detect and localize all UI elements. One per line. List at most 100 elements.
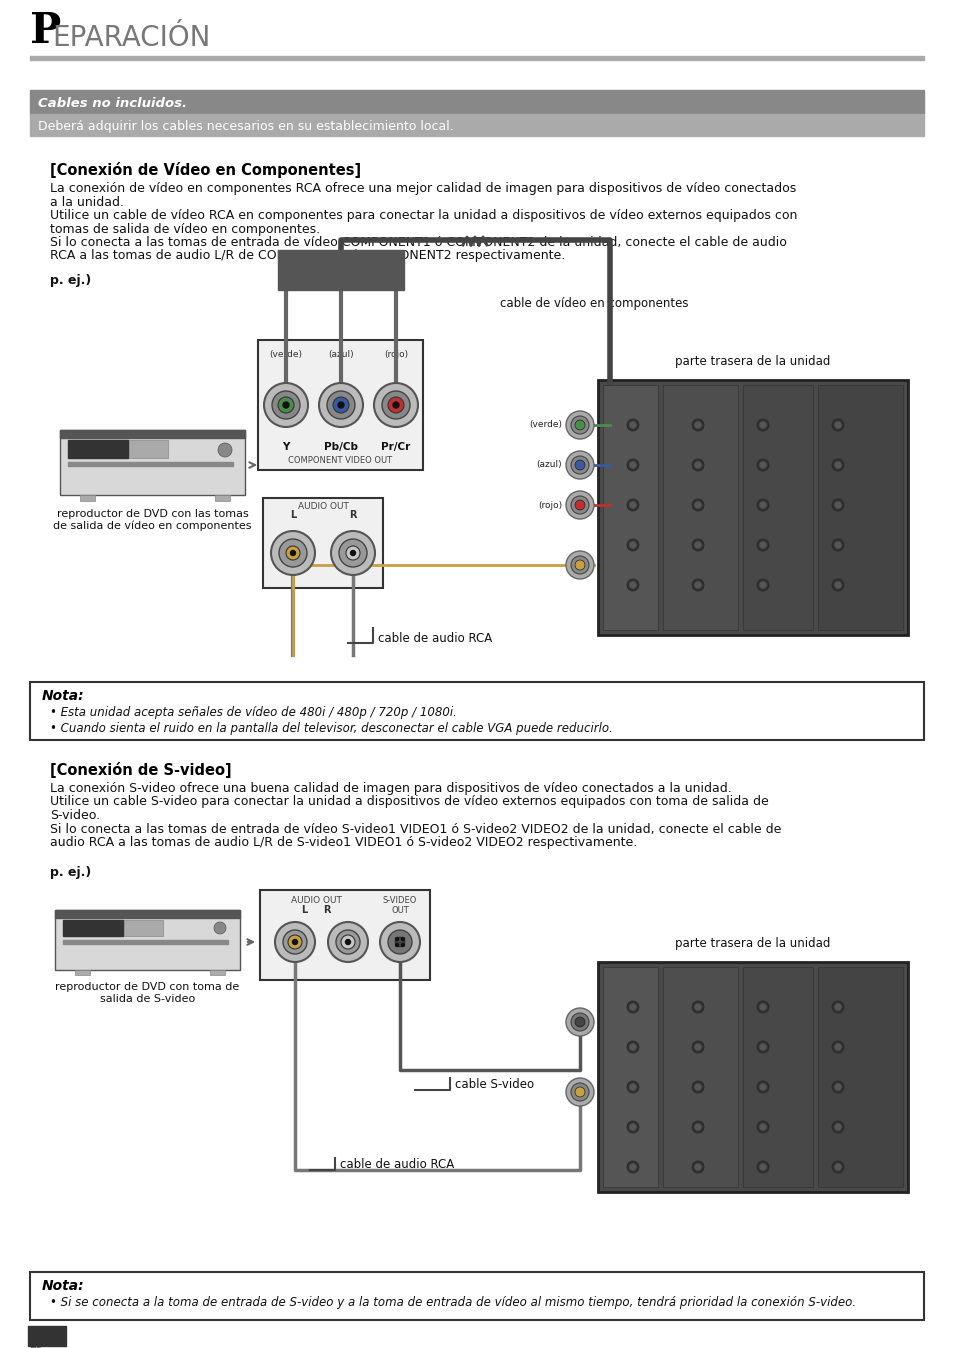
Circle shape	[327, 391, 355, 419]
Circle shape	[264, 383, 308, 427]
Circle shape	[626, 1041, 639, 1053]
Circle shape	[626, 1002, 639, 1012]
Text: La conexión S-video ofrece una buena calidad de imagen para dispositivos de víde: La conexión S-video ofrece una buena cal…	[50, 782, 731, 795]
Text: Utilice un cable S-video para conectar la unidad a dispositivos de vídeo externo: Utilice un cable S-video para conectar l…	[50, 795, 768, 809]
Circle shape	[388, 930, 412, 954]
Circle shape	[691, 580, 703, 590]
Circle shape	[395, 937, 398, 941]
Text: • Esta unidad acepta señales de vídeo de 480i / 480p / 720p / 1080i.: • Esta unidad acepta señales de vídeo de…	[50, 706, 456, 718]
Bar	[68, 462, 233, 466]
Bar	[662, 967, 738, 1188]
Circle shape	[760, 422, 765, 429]
Bar	[60, 430, 245, 495]
Circle shape	[629, 1004, 636, 1010]
Circle shape	[350, 550, 355, 555]
Text: p. ej.): p. ej.)	[50, 865, 91, 879]
Circle shape	[691, 1002, 703, 1012]
Text: SS 38 74: SS 38 74	[71, 443, 98, 449]
Bar	[75, 971, 90, 975]
Circle shape	[286, 546, 299, 559]
Circle shape	[695, 1124, 700, 1130]
Circle shape	[626, 580, 639, 590]
Circle shape	[395, 944, 398, 946]
Circle shape	[565, 1008, 594, 1037]
Circle shape	[834, 542, 841, 549]
Text: EPARACIÓN: EPARACIÓN	[52, 24, 211, 53]
Text: cable de audio RCA: cable de audio RCA	[377, 631, 492, 644]
Circle shape	[626, 1122, 639, 1134]
Text: La conexión de vídeo en componentes RCA ofrece una mejor calidad de imagen para : La conexión de vídeo en componentes RCA …	[50, 182, 796, 195]
Circle shape	[691, 1081, 703, 1093]
Circle shape	[831, 539, 843, 551]
Circle shape	[760, 1124, 765, 1130]
Circle shape	[695, 582, 700, 588]
Bar	[214, 495, 230, 501]
Text: [Conexión de Vídeo en Componentes]: [Conexión de Vídeo en Componentes]	[50, 162, 361, 178]
Text: S-VIDEO
OUT: S-VIDEO OUT	[382, 896, 416, 915]
Text: L: L	[290, 510, 295, 520]
Circle shape	[379, 922, 419, 962]
Circle shape	[834, 501, 841, 508]
Text: cable S-video: cable S-video	[455, 1078, 534, 1092]
Bar	[210, 971, 225, 975]
Circle shape	[571, 1082, 588, 1101]
Circle shape	[629, 501, 636, 508]
Circle shape	[760, 462, 765, 468]
Circle shape	[565, 452, 594, 479]
Circle shape	[565, 411, 594, 439]
Circle shape	[340, 936, 355, 949]
Circle shape	[335, 930, 359, 954]
Text: reproductor de DVD con toma de
salida de S-video: reproductor de DVD con toma de salida de…	[55, 981, 239, 1004]
Bar	[30, 57, 923, 61]
Circle shape	[691, 499, 703, 511]
Text: Cables no incluidos.: Cables no incluidos.	[38, 97, 187, 111]
Circle shape	[691, 1122, 703, 1134]
Text: Y: Y	[282, 442, 290, 452]
Circle shape	[575, 500, 584, 510]
Circle shape	[575, 1086, 584, 1097]
Text: (verde): (verde)	[529, 421, 561, 430]
Circle shape	[834, 462, 841, 468]
Circle shape	[291, 550, 295, 555]
Circle shape	[388, 398, 403, 412]
Text: reproductor de DVD con las tomas
de salida de vídeo en componentes: reproductor de DVD con las tomas de sali…	[53, 510, 252, 531]
Circle shape	[831, 580, 843, 590]
Text: COMPONENT VIDEO OUT: COMPONENT VIDEO OUT	[288, 456, 392, 465]
Circle shape	[213, 922, 226, 934]
Circle shape	[691, 419, 703, 431]
Text: Deberá adquirir los cables necesarios en su establecimiento local.: Deberá adquirir los cables necesarios en…	[38, 120, 454, 133]
Circle shape	[626, 460, 639, 470]
Circle shape	[831, 1041, 843, 1053]
Circle shape	[571, 496, 588, 514]
Circle shape	[831, 460, 843, 470]
Circle shape	[831, 499, 843, 511]
Text: ES: ES	[30, 1344, 44, 1348]
Circle shape	[277, 398, 294, 412]
Circle shape	[691, 1161, 703, 1173]
Circle shape	[831, 1002, 843, 1012]
FancyBboxPatch shape	[30, 1273, 923, 1320]
Text: (azul): (azul)	[536, 461, 561, 469]
Text: cable de audio RCA: cable de audio RCA	[339, 1158, 454, 1171]
Circle shape	[629, 542, 636, 549]
Circle shape	[695, 1004, 700, 1010]
Text: [Conexión de S-video]: [Conexión de S-video]	[50, 762, 232, 778]
Bar	[68, 439, 128, 458]
Circle shape	[760, 501, 765, 508]
Circle shape	[565, 1078, 594, 1105]
Text: (rojo): (rojo)	[537, 500, 561, 510]
Text: SS 38 74: SS 38 74	[67, 923, 92, 929]
Circle shape	[757, 1122, 768, 1134]
Circle shape	[629, 422, 636, 429]
Circle shape	[695, 501, 700, 508]
Text: cable de vídeo en componentes: cable de vídeo en componentes	[499, 297, 688, 310]
Circle shape	[760, 1084, 765, 1091]
Text: 10: 10	[30, 1328, 51, 1343]
Circle shape	[626, 419, 639, 431]
Circle shape	[831, 1161, 843, 1173]
Circle shape	[288, 936, 302, 949]
Circle shape	[283, 930, 307, 954]
Bar	[742, 967, 812, 1188]
Circle shape	[834, 1004, 841, 1010]
Circle shape	[757, 539, 768, 551]
